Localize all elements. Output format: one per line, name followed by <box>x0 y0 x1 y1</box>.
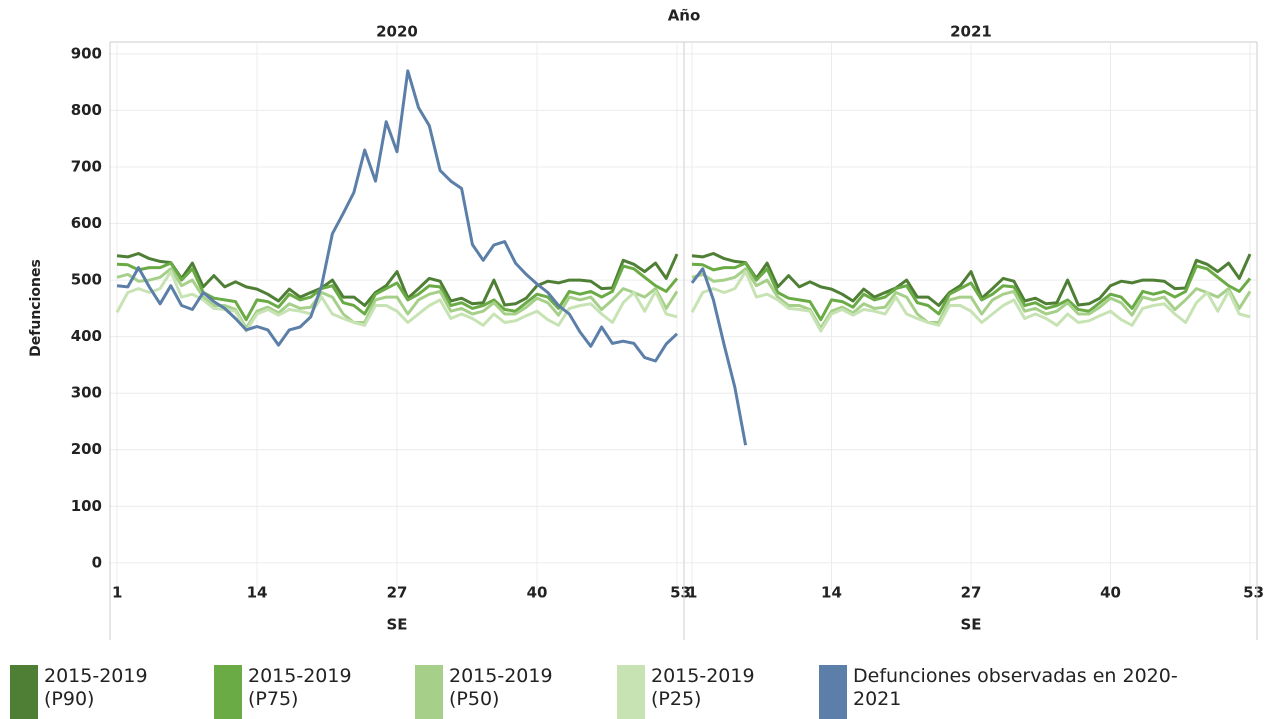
x-tick-label: 53 <box>1243 584 1264 602</box>
series-line <box>690 270 1251 333</box>
y-tick-label: 100 <box>71 497 102 515</box>
x-tick-label: 53 <box>670 584 691 602</box>
x-axis-title: SE <box>386 616 407 634</box>
series-line <box>691 267 1252 330</box>
series-line <box>115 270 678 333</box>
x-axis-title: SE <box>960 616 981 634</box>
facet-label: Año <box>668 7 701 25</box>
legend-label: Defunciones observadas en 2020-2021 <box>853 665 1178 710</box>
y-tick-label: 700 <box>71 157 102 175</box>
legend-swatch <box>819 665 847 719</box>
legend-label: 2015-2019 (P75) <box>248 665 352 710</box>
legend-item: Defunciones observadas en 2020-2021 <box>819 665 1239 719</box>
y-axis-title: Defunciones <box>28 259 44 357</box>
legend-item: 2015-2019 (P90) <box>10 665 200 719</box>
legend-label: 2015-2019 (P25) <box>651 665 755 710</box>
x-tick-label: 14 <box>821 584 842 602</box>
y-tick-label: 900 <box>71 44 102 62</box>
y-tick-label: 0 <box>92 553 102 571</box>
legend-swatch <box>214 665 242 719</box>
x-tick-label: 27 <box>961 584 982 602</box>
panel-title: 2021 <box>950 23 992 41</box>
y-tick-label: 500 <box>71 271 102 289</box>
series-line <box>690 267 748 446</box>
series-line <box>691 261 1252 322</box>
y-tick-label: 400 <box>71 327 102 345</box>
series-line <box>116 261 679 322</box>
y-tick-label: 300 <box>71 384 102 402</box>
legend-swatch <box>617 665 645 719</box>
chart: Año Defunciones 2020 0 100 200 300 400 500 600 7… <box>28 7 1264 640</box>
series-line <box>116 267 679 330</box>
y-tick-label: 600 <box>71 214 102 232</box>
x-tick-label: 1 <box>687 584 697 602</box>
legend-item: 2015-2019 (P75) <box>214 665 404 719</box>
legend-item: 2015-2019 (P50) <box>415 665 605 719</box>
y-tick-label: 200 <box>71 440 102 458</box>
series-line <box>691 252 1252 307</box>
legend-label: 2015-2019 (P50) <box>449 665 553 710</box>
x-tick-label: 27 <box>387 584 408 602</box>
y-tick-label: 800 <box>71 101 102 119</box>
legend-item: 2015-2019 (P25) <box>617 665 807 719</box>
x-tick-label: 40 <box>1100 584 1121 602</box>
legend-swatch <box>415 665 443 719</box>
x-tick-label: 1 <box>112 584 122 602</box>
legend-swatch <box>10 665 38 719</box>
x-tick-label: 14 <box>247 584 268 602</box>
series-line <box>116 252 679 307</box>
series-line <box>116 69 679 363</box>
panel-title: 2020 <box>376 23 418 41</box>
x-tick-label: 40 <box>527 584 548 602</box>
legend-label: 2015-2019 (P90) <box>44 665 148 710</box>
